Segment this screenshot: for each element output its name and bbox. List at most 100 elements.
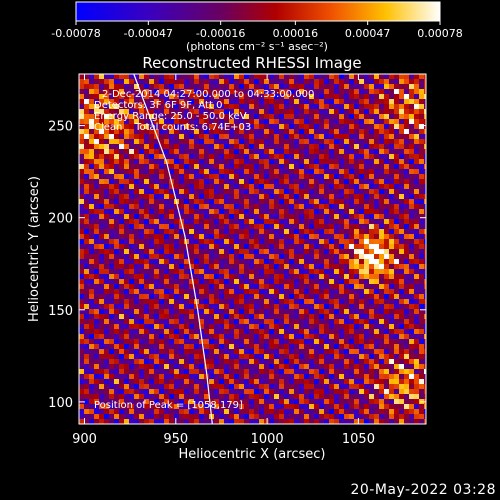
heatmap-cell — [104, 334, 110, 340]
heatmap-cell — [319, 414, 325, 420]
heatmap-cell — [159, 204, 165, 210]
heatmap-cell — [379, 414, 385, 420]
heatmap-cell — [99, 344, 105, 350]
heatmap-cell — [239, 204, 245, 210]
heatmap-cell — [354, 194, 360, 200]
heatmap-cell — [424, 369, 426, 375]
heatmap-cell — [399, 179, 405, 185]
heatmap-cell — [334, 379, 340, 385]
heatmap-cell — [249, 409, 255, 415]
heatmap-cell — [279, 334, 285, 340]
heatmap-cell — [204, 264, 210, 270]
heatmap-cell — [189, 234, 195, 240]
heatmap-cell — [329, 174, 335, 180]
heatmap-cell — [239, 304, 245, 310]
heatmap-cell — [149, 384, 155, 390]
heatmap-cell — [184, 324, 190, 330]
heatmap-cell — [114, 164, 120, 170]
heatmap-cell — [229, 169, 235, 175]
heatmap-cell — [184, 199, 190, 205]
heatmap-cell — [214, 99, 220, 105]
heatmap-cell — [404, 289, 410, 295]
heatmap-cell — [254, 389, 260, 395]
heatmap-cell — [129, 139, 135, 145]
heatmap-cell — [254, 239, 260, 245]
heatmap-cell — [334, 389, 340, 395]
heatmap-cell — [84, 114, 90, 120]
heatmap-cell — [174, 274, 180, 280]
heatmap-cell — [409, 139, 415, 145]
annotation-energy-range: Energy Range: 25.0 - 50.0 keV — [94, 111, 247, 122]
heatmap-cell — [284, 184, 290, 190]
heatmap-cell — [384, 139, 390, 145]
heatmap-cell — [424, 229, 426, 235]
heatmap-cell — [424, 349, 426, 355]
heatmap-cell — [289, 144, 295, 150]
heatmap-cell — [189, 134, 195, 140]
heatmap-cell — [154, 394, 160, 400]
heatmap-cell — [284, 389, 290, 395]
heatmap-cell — [204, 169, 210, 175]
heatmap-cell — [424, 299, 426, 305]
heatmap-cell — [324, 179, 330, 185]
heatmap-cell — [169, 159, 175, 165]
heatmap-cell — [299, 124, 305, 130]
heatmap-cell — [289, 134, 295, 140]
heatmap-cell — [339, 419, 345, 424]
heatmap-cell — [164, 214, 170, 220]
heatmap-cell — [124, 409, 130, 415]
heatmap-cell — [204, 249, 210, 255]
heatmap-cell — [114, 319, 120, 325]
heatmap-cell — [94, 99, 100, 105]
heatmap-cell — [184, 284, 190, 290]
heatmap-cell — [84, 134, 90, 140]
heatmap-cell — [109, 104, 115, 110]
heatmap-cell — [379, 129, 385, 135]
heatmap-cell — [344, 79, 350, 85]
heatmap-cell — [254, 364, 260, 370]
heatmap-cell — [389, 354, 395, 360]
heatmap-cell — [174, 139, 180, 145]
heatmap-cell — [349, 279, 355, 285]
heatmap-cell — [234, 419, 240, 424]
heatmap-cell — [229, 104, 235, 110]
heatmap-cell — [309, 154, 315, 160]
heatmap-cell — [389, 99, 395, 105]
heatmap-cell — [399, 99, 405, 105]
heatmap-cell — [199, 179, 205, 185]
heatmap-cell — [94, 199, 100, 205]
heatmap-cell — [144, 239, 150, 245]
heatmap-cell — [274, 89, 280, 95]
heatmap-cell — [324, 364, 330, 370]
heatmap-cell — [414, 399, 420, 405]
heatmap-cell — [164, 304, 170, 310]
heatmap-cell — [159, 129, 165, 135]
heatmap-cell — [254, 349, 260, 355]
heatmap-cell — [304, 264, 310, 270]
heatmap-cell — [364, 239, 370, 245]
heatmap-cell — [344, 189, 350, 195]
heatmap-cell — [94, 74, 100, 80]
heatmap-cell — [269, 314, 275, 320]
heatmap-cell — [139, 399, 145, 405]
heatmap-cell — [134, 229, 140, 235]
heatmap-cell — [244, 334, 250, 340]
heatmap-cell — [139, 84, 145, 90]
heatmap-cell — [364, 404, 370, 410]
heatmap-cell — [99, 329, 105, 335]
heatmap-cell — [99, 244, 105, 250]
heatmap-cell — [114, 314, 120, 320]
heatmap-cell — [364, 304, 370, 310]
heatmap-cell — [329, 394, 335, 400]
heatmap-cell — [169, 254, 175, 260]
heatmap-cell — [94, 179, 100, 185]
heatmap-cell — [84, 319, 90, 325]
heatmap-cell — [189, 259, 195, 265]
heatmap-cell — [134, 284, 140, 290]
heatmap-cell — [259, 189, 265, 195]
heatmap-cell — [424, 419, 426, 424]
heatmap-cell — [154, 214, 160, 220]
heatmap-cell — [389, 184, 395, 190]
heatmap-cell — [344, 359, 350, 365]
heatmap-cell — [109, 369, 115, 375]
